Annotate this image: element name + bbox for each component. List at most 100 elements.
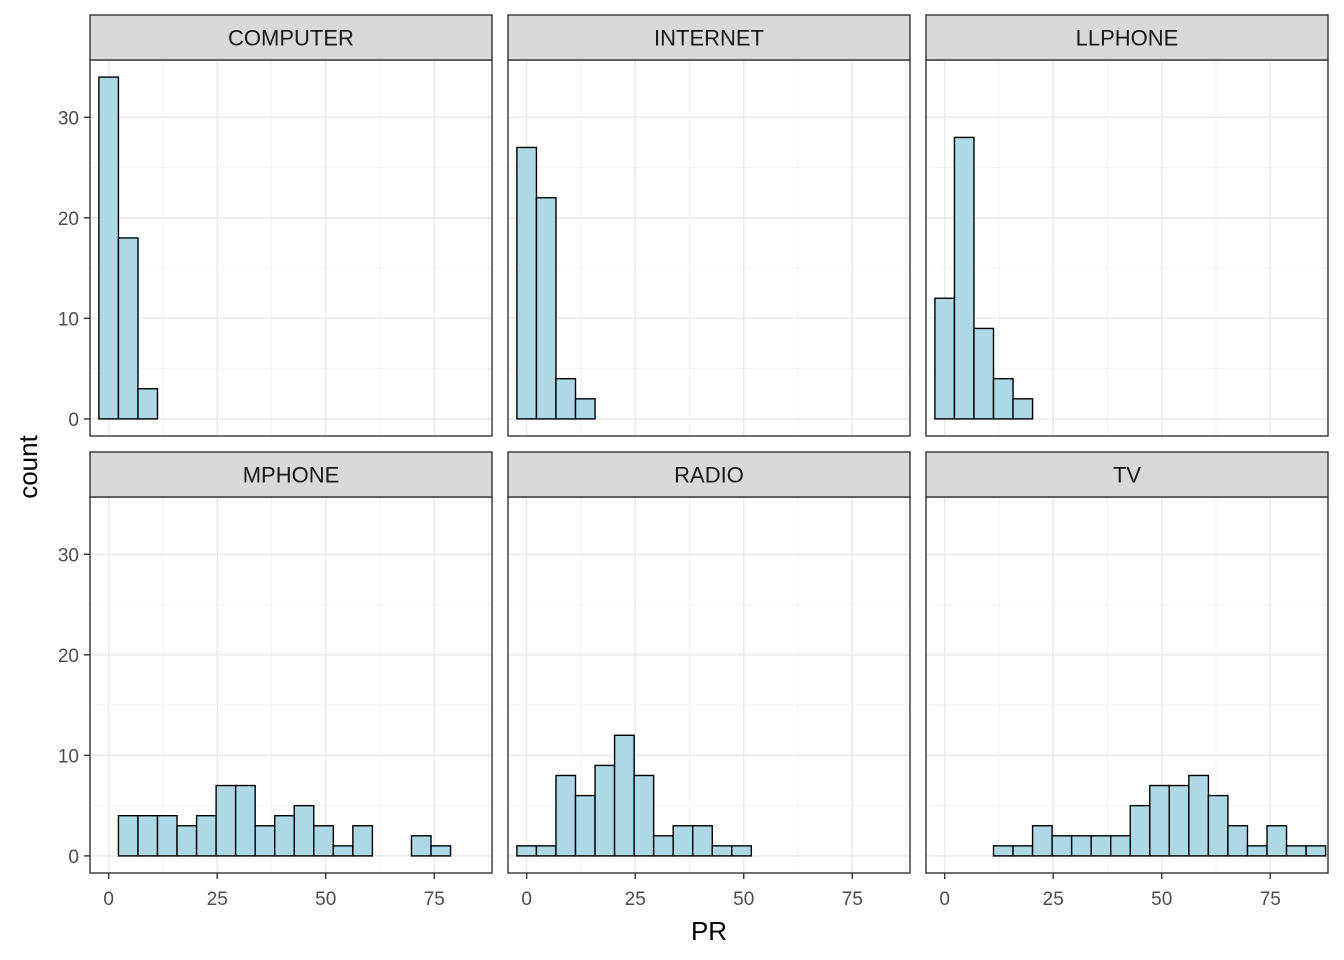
histogram-bar [1188, 774, 1210, 857]
x-tick-label: 50 [315, 889, 336, 910]
histogram-bar [1227, 825, 1249, 857]
histogram-bar [313, 825, 335, 857]
y-tick-label: 10 [58, 309, 79, 330]
histogram-bar [254, 825, 276, 857]
histogram-bar [274, 814, 295, 857]
y-tick-label: 20 [58, 646, 79, 667]
histogram-bar [1031, 825, 1053, 857]
x-tick-label: 25 [1043, 889, 1064, 910]
facet-mphone: MPHONE [89, 451, 493, 874]
histogram-bar [234, 784, 256, 857]
histogram-bar [156, 814, 178, 857]
histogram-bar [555, 377, 577, 420]
histogram-bar [1070, 835, 1092, 857]
histogram-bar [574, 794, 596, 857]
histogram-bar [332, 845, 354, 857]
histogram-bar [1090, 835, 1112, 857]
histogram-bar [1110, 835, 1131, 857]
facet-strip [925, 451, 1329, 498]
histogram-bar [1168, 784, 1190, 857]
histogram-bar [934, 297, 956, 420]
panel-background [90, 497, 492, 873]
y-tick-label: 30 [58, 108, 79, 129]
y-tick-label: 0 [68, 410, 79, 431]
facet-strip-label: COMPUTER [228, 26, 354, 51]
facet-radio: RADIO [507, 451, 911, 874]
facet-strip-label: RADIO [674, 463, 744, 488]
histogram-bar [953, 136, 975, 420]
facet-internet: INTERNET [507, 14, 911, 437]
y-tick-label: 0 [68, 847, 79, 868]
histogram-bar [293, 804, 315, 857]
histogram-bar [1266, 825, 1288, 857]
x-tick-label: 0 [103, 889, 114, 910]
x-tick-label: 75 [1260, 889, 1281, 910]
x-tick-label: 25 [207, 889, 228, 910]
histogram-bar [430, 845, 452, 857]
facet-strip-label: TV [1113, 463, 1141, 488]
facet-panels: COMPUTER INTERNET LLPHONE MPHONE RADIO TV [89, 14, 1329, 874]
histogram-bar [516, 845, 538, 857]
histogram-bar [176, 825, 198, 857]
histogram-bar [652, 835, 674, 857]
facet-strip [925, 14, 1329, 61]
histogram-bar [535, 845, 557, 857]
panel-background [508, 60, 910, 436]
histogram-bar [1305, 845, 1327, 857]
histogram-bar [711, 845, 733, 857]
facet-llphone: LLPHONE [925, 14, 1329, 437]
x-tick-label: 50 [1151, 889, 1172, 910]
facet-strip-label: MPHONE [243, 463, 340, 488]
y-axis-title: count [13, 434, 43, 498]
facet-strip [89, 14, 493, 61]
histogram-bar [1207, 794, 1229, 857]
histogram-bar [215, 784, 237, 857]
x-tick-label: 75 [424, 889, 445, 910]
histogram-bar [516, 146, 538, 420]
histogram-bar [410, 835, 432, 857]
y-tick-label: 30 [58, 545, 79, 566]
histogram-bar [352, 825, 374, 857]
histogram-bar [1246, 845, 1268, 857]
histogram-bar [574, 398, 596, 420]
histogram-bar [117, 237, 139, 420]
histogram-bar [613, 734, 635, 857]
histogram-bar [195, 814, 217, 857]
histogram-bar [672, 825, 694, 857]
facet-tv: TV [925, 451, 1329, 874]
histogram-bar [594, 764, 616, 857]
histogram-bar [973, 327, 995, 420]
facet-strip-label: LLPHONE [1076, 26, 1179, 51]
histogram-bar [1129, 804, 1151, 857]
facet-computer: COMPUTER [89, 14, 493, 437]
histogram-bar [731, 845, 753, 857]
facet-strip [89, 451, 493, 498]
y-axis: 0 10 20 30 0 10 20 30 [58, 108, 90, 868]
histogram-bar [137, 814, 159, 857]
x-tick-label: 25 [625, 889, 646, 910]
histogram-bar [555, 774, 577, 857]
x-tick-label: 75 [842, 889, 863, 910]
histogram-bar [1012, 398, 1034, 420]
histogram-bar [992, 845, 1014, 857]
facet-strip-label: INTERNET [654, 26, 764, 51]
x-tick-label: 0 [939, 889, 950, 910]
facet-strip [507, 14, 911, 61]
y-tick-label: 10 [58, 746, 79, 767]
histogram-bar [633, 774, 655, 857]
histogram-bar [535, 197, 557, 420]
x-tick-label: 50 [733, 889, 754, 910]
histogram-bar [1285, 845, 1307, 857]
x-axis-title: PR [691, 916, 727, 946]
x-tick-label: 0 [521, 889, 532, 910]
histogram-bar [98, 76, 120, 420]
x-axis: 0 25 50 75 0 25 50 75 0 25 50 75 [103, 873, 1281, 910]
panel-background [90, 60, 492, 436]
histogram-bar [1149, 784, 1171, 857]
histogram-bar [137, 388, 159, 420]
histogram-bar [992, 377, 1014, 420]
histogram-bar [1051, 835, 1073, 857]
facet-strip [507, 451, 911, 498]
y-tick-label: 20 [58, 209, 79, 230]
